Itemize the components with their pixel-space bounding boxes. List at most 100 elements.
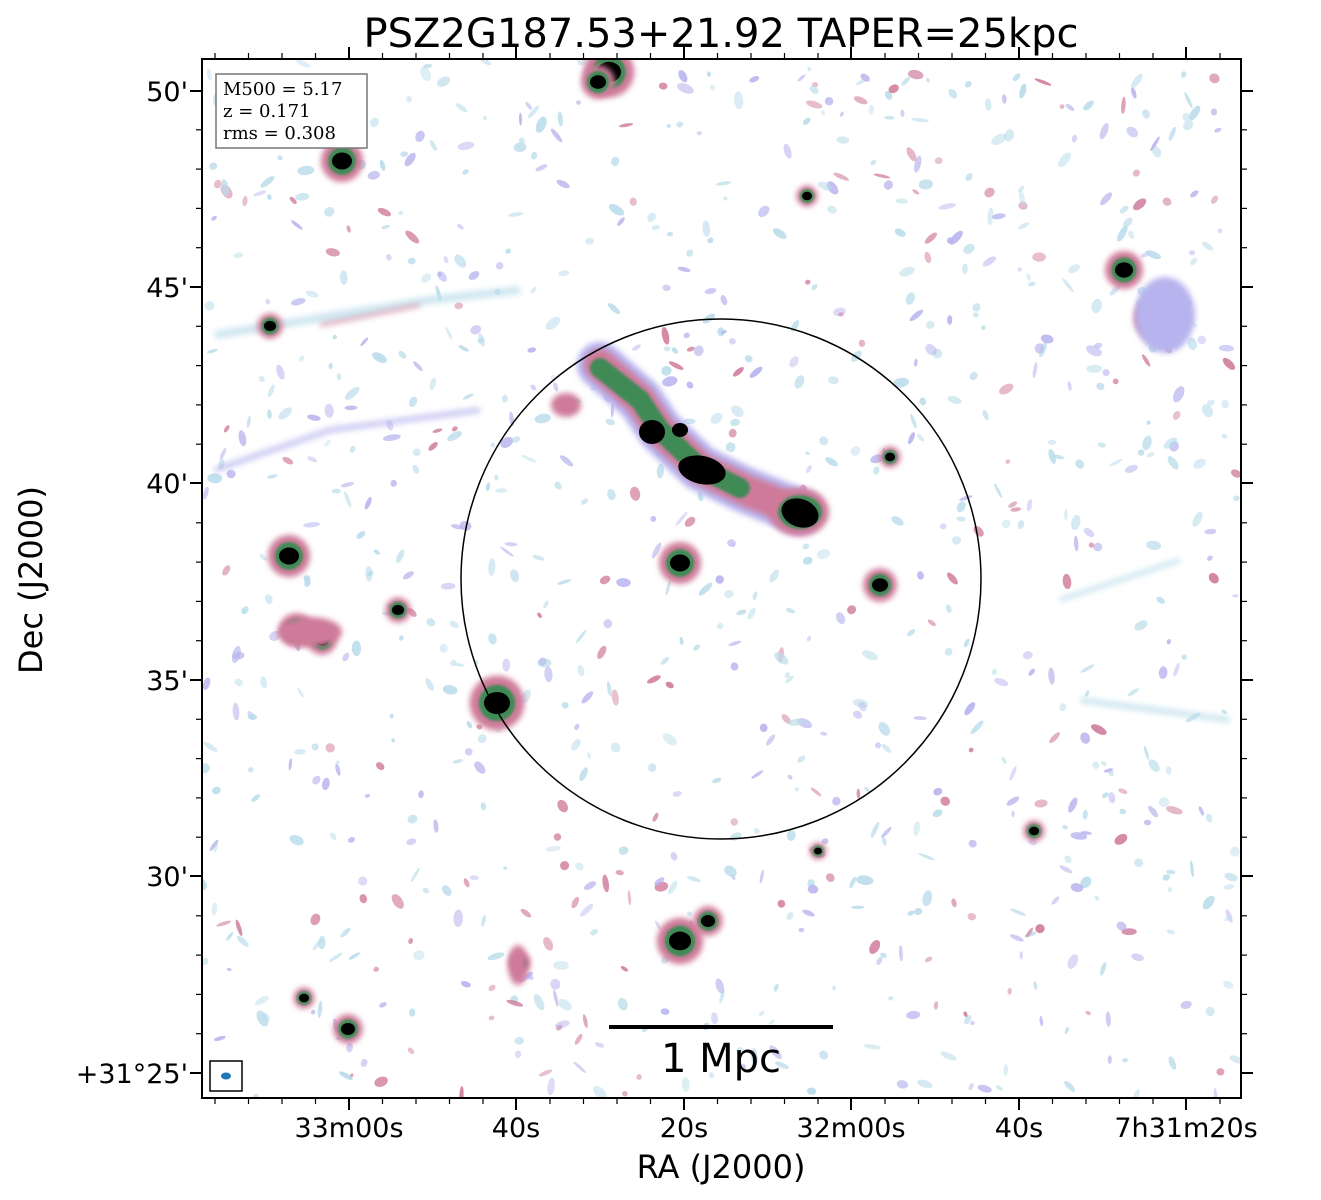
noise-speck bbox=[797, 74, 806, 82]
noise-speck bbox=[934, 157, 943, 165]
noise-speck bbox=[820, 731, 828, 736]
noise-speck bbox=[1067, 954, 1079, 969]
noise-speck bbox=[1152, 146, 1162, 158]
noise-speck bbox=[429, 140, 437, 151]
noise-speck bbox=[514, 1050, 522, 1059]
noise-speck bbox=[991, 668, 998, 676]
noise-streaks bbox=[214, 286, 1231, 723]
noise-speck bbox=[455, 103, 468, 113]
noise-speck bbox=[437, 271, 448, 282]
noise-speck bbox=[488, 1015, 495, 1021]
noise-speck bbox=[933, 787, 943, 796]
noise-speck bbox=[1205, 813, 1213, 823]
noise-speck bbox=[806, 465, 812, 474]
noise-speck bbox=[952, 536, 961, 545]
noise-speck bbox=[1210, 195, 1219, 204]
noise-speck bbox=[627, 890, 632, 906]
noise-speck bbox=[1188, 250, 1196, 256]
noise-speck bbox=[475, 660, 479, 665]
noise-speck bbox=[343, 491, 352, 508]
noise-speck bbox=[858, 339, 866, 347]
noise-speck bbox=[1230, 846, 1240, 857]
noise-speck bbox=[1012, 73, 1021, 82]
noise-speck bbox=[1121, 928, 1137, 936]
noise-speck bbox=[450, 659, 457, 667]
noise-speck bbox=[575, 862, 584, 871]
noise-speck bbox=[339, 270, 348, 285]
noise-speck bbox=[647, 675, 661, 684]
noise-speck bbox=[367, 170, 380, 180]
noise-speck bbox=[788, 718, 806, 726]
noise-speck bbox=[807, 884, 819, 894]
noise-speck bbox=[226, 932, 234, 941]
noise-speck bbox=[702, 313, 715, 324]
x-tick-label: 32m00s bbox=[796, 1113, 905, 1144]
noise-speck bbox=[1073, 535, 1079, 552]
noise-speck bbox=[899, 266, 915, 277]
noise-speck bbox=[400, 151, 409, 157]
noise-speck bbox=[1118, 788, 1128, 794]
noise-speck bbox=[1067, 381, 1072, 391]
noise-speck bbox=[282, 456, 294, 465]
noise-speck bbox=[1189, 105, 1201, 121]
noise-speck bbox=[235, 919, 243, 937]
noise-speck bbox=[506, 999, 524, 1007]
noise-speck bbox=[1132, 169, 1140, 177]
noise-speck bbox=[1182, 112, 1190, 122]
noise-speck bbox=[296, 59, 311, 68]
noise-speck bbox=[781, 714, 791, 724]
noise-speck bbox=[501, 394, 508, 403]
noise-speck bbox=[1070, 883, 1084, 893]
noise-speck bbox=[594, 1042, 605, 1048]
noise-speck bbox=[925, 344, 937, 356]
noise-speck bbox=[317, 1000, 323, 1018]
noise-speck bbox=[233, 252, 244, 259]
noise-speck bbox=[906, 1010, 921, 1020]
noise-speck bbox=[408, 396, 418, 407]
noise-speck bbox=[485, 482, 491, 492]
noise-speck bbox=[906, 147, 917, 162]
noise-speck bbox=[469, 875, 479, 881]
noise-speck bbox=[1205, 1006, 1215, 1017]
noise-speck bbox=[832, 986, 836, 991]
noise-speck bbox=[720, 330, 728, 335]
noise-speck bbox=[216, 920, 232, 927]
noise-speck bbox=[234, 678, 243, 687]
noise-speck bbox=[530, 286, 537, 294]
noise-speck bbox=[1231, 469, 1241, 478]
noise-speck bbox=[1146, 452, 1155, 458]
noise-speck bbox=[476, 724, 483, 730]
noise-speck bbox=[538, 657, 547, 666]
noise-speck bbox=[1017, 185, 1025, 193]
noise-speck bbox=[348, 952, 360, 960]
noise-speck bbox=[1184, 92, 1193, 109]
noise-speck bbox=[964, 80, 972, 88]
noise-speck bbox=[1094, 895, 1100, 901]
noise-speck bbox=[557, 111, 564, 127]
noise-speck bbox=[919, 397, 927, 406]
central-radio-galaxy bbox=[577, 342, 829, 536]
noise-speck bbox=[413, 950, 425, 961]
noise-speck bbox=[543, 937, 554, 951]
noise-speck bbox=[447, 431, 463, 442]
noise-speck bbox=[963, 243, 975, 254]
noise-speck bbox=[809, 85, 819, 94]
radio-source bbox=[1023, 820, 1045, 842]
noise-speck bbox=[426, 618, 436, 627]
noise-speck bbox=[959, 495, 973, 501]
noise-speck bbox=[1005, 459, 1011, 464]
noise-speck bbox=[267, 384, 275, 398]
info-box: M500 = 5.17 z = 0.171 rms = 0.308 bbox=[215, 73, 368, 149]
noise-speck bbox=[1202, 241, 1214, 251]
noise-speck bbox=[386, 254, 392, 261]
noise-speck bbox=[806, 100, 823, 109]
noise-speck bbox=[488, 984, 496, 992]
noise-speck bbox=[307, 414, 321, 421]
noise-speck bbox=[911, 117, 929, 123]
noise-speck bbox=[584, 881, 596, 891]
noise-speck bbox=[661, 365, 672, 376]
noise-speck bbox=[550, 128, 563, 143]
noise-speck bbox=[856, 875, 874, 885]
noise-speck bbox=[1070, 832, 1088, 840]
radio-source bbox=[268, 535, 310, 577]
